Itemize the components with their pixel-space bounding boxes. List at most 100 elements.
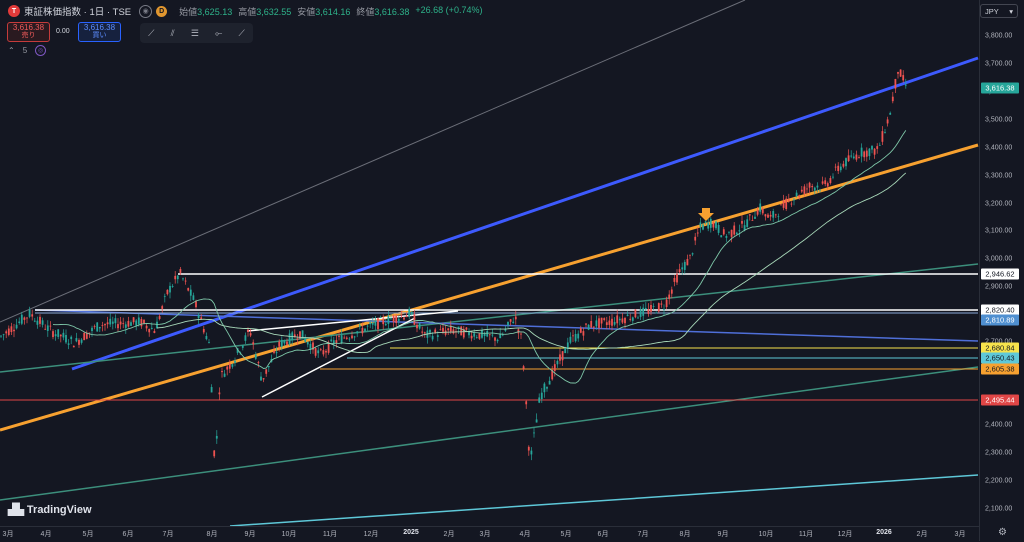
parallel-channel-icon[interactable]: ⫽ [170, 27, 175, 38]
candle-body [122, 323, 125, 324]
trend-line-icon[interactable]: ⟋ [148, 27, 155, 38]
indicator-count[interactable]: 5 [22, 46, 28, 55]
time-axis-label: 4月 [40, 531, 52, 538]
time-axis-label: 6月 [122, 531, 134, 538]
candle-body [31, 314, 34, 317]
candle-body [535, 419, 538, 423]
sell-button[interactable]: 3,616.38 売り [7, 22, 50, 42]
candle-body [663, 309, 665, 310]
candle-body [423, 332, 426, 334]
candle-body [462, 328, 465, 338]
candle-body [13, 329, 15, 332]
candle-body [821, 181, 824, 184]
candle-body [44, 328, 47, 330]
candle-body [364, 328, 366, 332]
candle-body [647, 309, 650, 314]
candle-body [447, 328, 450, 331]
candle-body [371, 322, 374, 325]
candle-body [728, 231, 730, 233]
candle-body [793, 199, 795, 201]
candle-body [278, 341, 281, 347]
candle-body [202, 328, 205, 333]
candle-body [720, 235, 723, 238]
candle-body [111, 321, 114, 324]
horizontal-lines-icon[interactable]: ☰ [190, 27, 199, 38]
candle-body [894, 79, 897, 89]
candle-body [208, 342, 210, 343]
candle-body [881, 131, 884, 142]
candle-body [127, 320, 130, 327]
candle-body [33, 320, 36, 322]
price-axis-label: 3,500.00 [985, 116, 1013, 124]
candle-body [93, 326, 96, 328]
candle-body [52, 331, 54, 338]
candle-body [637, 317, 639, 319]
horizontal-ray-icon[interactable]: ⟜ [215, 27, 223, 38]
candle-body [759, 203, 762, 212]
candle-body [501, 333, 504, 336]
candle-body [629, 318, 632, 320]
candle-body [494, 337, 496, 341]
ray-line-icon[interactable]: ⟋ [238, 27, 245, 38]
candle-body [624, 317, 626, 324]
candle-body [418, 323, 421, 329]
candle-body [114, 318, 117, 324]
candle-body [878, 144, 881, 146]
price-chart[interactable] [0, 0, 979, 526]
interval-badge[interactable]: D [156, 5, 168, 17]
collapse-icon[interactable]: ⌃ [8, 46, 15, 55]
candle-body [582, 331, 585, 336]
gear-icon[interactable]: ⚙ [998, 527, 1007, 538]
candle-body [676, 273, 678, 283]
indicator-row: ⌃ 5 ◎ [8, 45, 47, 56]
symbol-title[interactable]: 東証株価指数 · 1日 · TSE [24, 7, 132, 18]
upper-gray-trendline [0, 0, 746, 323]
tradingview-logo[interactable]: ▟▙ TradingView [8, 503, 92, 517]
candle-body [262, 378, 265, 380]
time-axis[interactable] [0, 526, 979, 542]
candle-body [520, 333, 522, 335]
candle-body [473, 333, 476, 337]
candle-body [65, 334, 67, 343]
ohlc-open: 始値3,625.13 [179, 6, 233, 17]
candle-body [790, 203, 793, 205]
candle-body [598, 318, 600, 328]
candle-body [566, 342, 569, 350]
candle-body [405, 315, 408, 318]
currency-select[interactable]: JPY ▾ [980, 4, 1018, 18]
candle-body [57, 329, 60, 337]
candle-body [189, 289, 192, 296]
candle-body [397, 318, 400, 321]
candle-body [470, 335, 473, 339]
candle-body [392, 315, 395, 322]
candle-body [384, 323, 387, 326]
candle-body [871, 146, 873, 150]
candle-body [88, 332, 91, 334]
candle-body [780, 204, 782, 206]
indicator-icon[interactable]: ◎ [35, 45, 47, 56]
time-axis-label: 2025 [403, 529, 419, 536]
candle-body [616, 315, 619, 324]
price-axis[interactable] [979, 0, 1024, 541]
wedge-lower-line [261, 317, 416, 398]
candle-body [787, 199, 790, 201]
buy-button[interactable]: 3,616.38 買い [78, 22, 121, 42]
eye-icon[interactable]: ◉ [139, 4, 153, 18]
candle-body [717, 224, 720, 233]
candle-body [10, 326, 13, 333]
candle-body [774, 214, 777, 216]
candle-body [800, 189, 803, 192]
candle-body [286, 341, 288, 345]
price-axis-label: 3,200.00 [985, 200, 1013, 208]
candle-body [577, 333, 580, 339]
candle-body [782, 200, 785, 208]
candle-body [353, 336, 356, 338]
candle-body [288, 333, 291, 345]
candle-body [556, 360, 559, 365]
candle-body [860, 147, 863, 157]
candle-body [683, 261, 686, 270]
candle-body [387, 315, 390, 324]
candle-body [80, 339, 83, 343]
candle-body [403, 317, 405, 320]
candle-body [241, 345, 244, 348]
